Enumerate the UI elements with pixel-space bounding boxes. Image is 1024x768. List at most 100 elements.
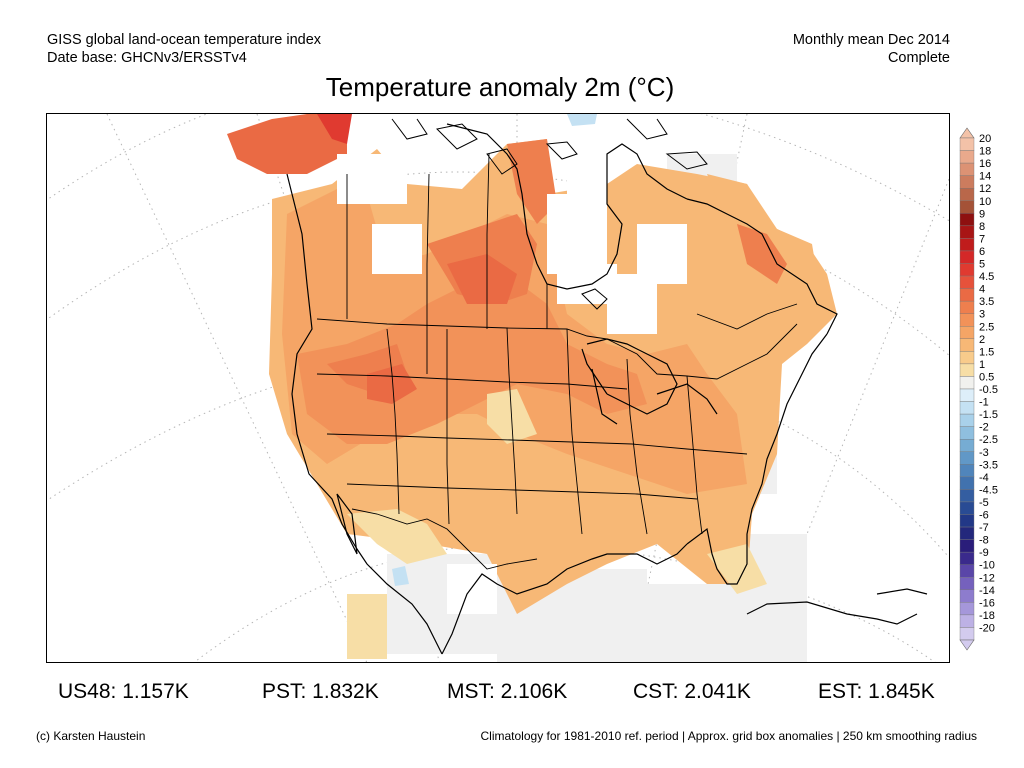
legend-label: -20 (979, 622, 995, 634)
source-info: GISS global land-ocean temperature index… (47, 31, 321, 67)
legend-swatch (959, 150, 975, 164)
legend-swatch (959, 401, 975, 415)
legend-label: -4.5 (979, 484, 998, 496)
legend-swatch (959, 564, 975, 578)
legend-swatch (959, 326, 975, 340)
legend-swatch (959, 200, 975, 214)
legend-label: 9 (979, 208, 985, 220)
legend-swatch (959, 526, 975, 540)
legend-label: -6 (979, 510, 989, 522)
legend-label: 4.5 (979, 271, 994, 283)
legend-label: 7 (979, 233, 985, 245)
legend-swatch (959, 614, 975, 628)
legend-label: -16 (979, 597, 995, 609)
legend-label: -10 (979, 560, 995, 572)
legend-label: 16 (979, 158, 991, 170)
legend-swatch (959, 263, 975, 277)
legend-swatch (959, 288, 975, 302)
legend-swatch (959, 501, 975, 515)
stat-mst: MST: 2.106K (447, 680, 568, 703)
map-title: Temperature anomaly 2m (°C) (325, 72, 675, 102)
legend-label: 8 (979, 221, 985, 233)
stat-pst: PST: 1.832K (262, 680, 379, 703)
legend-label: -1.5 (979, 409, 998, 421)
period-label: Monthly mean Dec 2014 (792, 32, 950, 48)
legend-label: -0.5 (979, 384, 998, 396)
legend-swatch (959, 551, 975, 565)
legend-label: 12 (979, 183, 991, 195)
legend-label: -14 (979, 585, 995, 597)
legend-label: -1 (979, 397, 989, 409)
legend-label: 0.5 (979, 371, 994, 383)
regional-stats: US48: 1.157K PST: 1.832K MST: 2.106K CST… (0, 680, 1024, 704)
legend-swatch (959, 577, 975, 591)
legend-label: -2.5 (979, 434, 998, 446)
legend-swatch (959, 137, 975, 151)
legend-swatch (959, 175, 975, 189)
legend-swatch (959, 602, 975, 616)
legend-swatch (959, 338, 975, 352)
method-note: Climatology for 1981-2010 ref. period | … (480, 729, 978, 743)
legend-label: -3.5 (979, 459, 998, 471)
legend-swatch (959, 489, 975, 503)
anomaly-map-canvas (47, 114, 949, 662)
legend-swatch (959, 514, 975, 528)
legend-label: 20 (979, 133, 991, 145)
legend-swatch (959, 225, 975, 239)
completeness-label: Complete (887, 50, 950, 66)
credit: (c) Karsten Haustein (36, 729, 146, 743)
legend-label: 6 (979, 246, 985, 258)
legend-label: 4 (979, 284, 985, 296)
color-legend: 201816141210987654.543.532.521.510.5-0.5… (959, 127, 998, 651)
period-info: Monthly mean Dec 2014 Complete (793, 31, 950, 67)
legend-label: -12 (979, 572, 995, 584)
coastlines (286, 123, 928, 655)
legend-swatch (959, 476, 975, 490)
legend-label: 1 (979, 359, 985, 371)
legend-swatch (959, 451, 975, 465)
anomaly-field (227, 114, 837, 659)
legend-swatch (959, 439, 975, 452)
legend-label: 5 (979, 259, 985, 271)
legend-label: -5 (979, 497, 989, 509)
legend-label: 3.5 (979, 296, 994, 308)
legend-label: 10 (979, 196, 991, 208)
legend-swatch (959, 275, 975, 289)
legend-swatch (959, 413, 975, 427)
stat-cst: CST: 2.041K (633, 680, 751, 703)
no-data-boxes (337, 154, 687, 614)
political-borders (316, 153, 798, 570)
legend-swatch (959, 376, 975, 390)
legend-label: -8 (979, 535, 989, 547)
legend-label: -2 (979, 422, 989, 434)
legend-swatch (959, 363, 975, 377)
legend-swatch (959, 238, 975, 252)
legend-swatch (959, 188, 975, 201)
legend-label: 14 (979, 171, 991, 183)
anomaly-map (46, 113, 950, 663)
legend-swatch (959, 213, 975, 227)
legend-label: -18 (979, 610, 995, 622)
legend-swatch (959, 313, 975, 327)
data-base: Date base: GHCNv3/ERSSTv4 (47, 50, 247, 66)
legend-label: 18 (979, 146, 991, 158)
legend-min-arrow (959, 639, 975, 651)
legend-max-arrow (959, 127, 975, 139)
legend-label: -7 (979, 522, 989, 534)
legend-label: 2 (979, 334, 985, 346)
legend-label: -9 (979, 547, 989, 559)
legend-label: 2.5 (979, 321, 994, 333)
legend-swatch (959, 627, 975, 641)
legend-swatch (959, 388, 975, 402)
legend-label: 3 (979, 309, 985, 321)
stat-us48: US48: 1.157K (58, 680, 189, 703)
legend-swatch (959, 351, 975, 365)
legend-swatch (959, 589, 975, 603)
arctic-islands (391, 118, 708, 310)
legend-label: -4 (979, 472, 989, 484)
legend-swatch (959, 539, 975, 553)
legend-swatch (959, 250, 975, 264)
legend-label: 1.5 (979, 346, 994, 358)
legend-swatch (959, 426, 975, 440)
source-title: GISS global land-ocean temperature index (47, 32, 322, 48)
